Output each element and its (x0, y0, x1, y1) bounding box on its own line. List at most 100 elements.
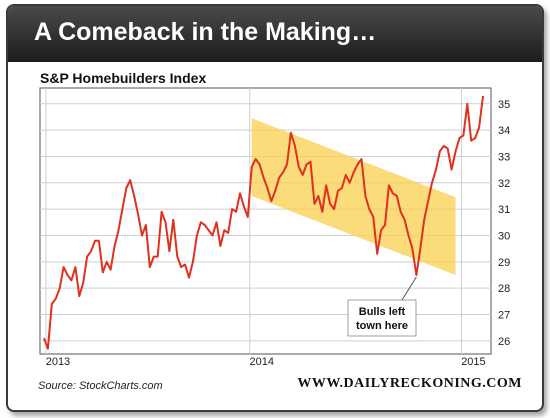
series-line (43, 95, 484, 350)
data-point (129, 179, 131, 181)
source-credit: Source: StockCharts.com (38, 380, 163, 392)
data-point (243, 206, 245, 208)
data-point (294, 145, 296, 147)
data-point (400, 211, 402, 213)
data-point (239, 192, 241, 194)
banner-title: A Comeback in the Making… (34, 18, 377, 46)
data-point (121, 208, 123, 210)
data-point (345, 174, 347, 176)
callout-label: Bulls left town here (356, 306, 408, 332)
data-point (263, 177, 265, 179)
y-tick-label: 30 (498, 230, 510, 242)
data-point (431, 182, 433, 184)
data-point (231, 208, 233, 210)
data-point (94, 240, 96, 242)
data-point (451, 169, 453, 171)
x-tick-label: 2014 (250, 356, 274, 368)
y-tick-label: 26 (498, 336, 510, 348)
data-point (423, 219, 425, 221)
data-point (212, 235, 214, 237)
data-point (165, 221, 167, 223)
data-point (196, 235, 198, 237)
data-point (392, 192, 394, 194)
data-point (235, 211, 237, 213)
data-point (98, 240, 100, 242)
data-point (110, 269, 112, 271)
data-point (349, 182, 351, 184)
data-point (333, 208, 335, 210)
data-point (462, 134, 464, 136)
data-point (259, 163, 261, 165)
data-point (168, 250, 170, 252)
x-tick-label: 2015 (461, 356, 485, 368)
chart-title: S&P Homebuilders Index (40, 70, 207, 86)
data-point (314, 203, 316, 205)
data-point (372, 216, 374, 218)
data-point (482, 95, 484, 97)
callout-line: town here (356, 320, 408, 332)
data-point (302, 174, 304, 176)
data-point (415, 274, 417, 276)
data-point (306, 163, 308, 165)
data-point (474, 137, 476, 139)
data-point (478, 127, 480, 129)
data-point (384, 224, 386, 226)
data-point (102, 271, 104, 273)
data-point (255, 158, 257, 160)
data-point (106, 261, 108, 263)
data-point (290, 132, 292, 134)
data-point (114, 245, 116, 247)
data-point (443, 145, 445, 147)
data-point (141, 235, 143, 237)
data-point (216, 221, 218, 223)
data-point (137, 213, 139, 215)
data-point (357, 163, 359, 165)
x-tick-label: 2013 (46, 356, 70, 368)
data-point (176, 256, 178, 258)
data-point (317, 195, 319, 197)
y-tick-label: 31 (498, 204, 510, 216)
data-point (396, 195, 398, 197)
data-point (411, 248, 413, 250)
data-point (247, 216, 249, 218)
banner: A Comeback in the Making… (8, 6, 542, 62)
data-point (380, 229, 382, 231)
data-point (368, 208, 370, 210)
data-point (310, 161, 312, 163)
data-point (78, 295, 80, 297)
data-point (74, 266, 76, 268)
data-point (63, 266, 65, 268)
data-point (90, 250, 92, 252)
y-tick-label: 34 (498, 125, 510, 137)
data-point (172, 219, 174, 221)
callout-box (347, 299, 417, 337)
data-point (341, 187, 343, 189)
data-point (361, 158, 363, 160)
data-point (282, 171, 284, 173)
data-point (153, 256, 155, 258)
y-tick-label: 29 (498, 257, 510, 269)
data-point (204, 224, 206, 226)
data-point (325, 184, 327, 186)
data-point (47, 348, 49, 350)
data-point (133, 195, 135, 197)
data-point (82, 282, 84, 284)
data-point (161, 211, 163, 213)
data-point (200, 221, 202, 223)
data-point (227, 232, 229, 234)
data-point (447, 148, 449, 150)
data-point (408, 235, 410, 237)
data-point (274, 190, 276, 192)
data-point (149, 266, 151, 268)
data-point (439, 150, 441, 152)
data-point (157, 256, 159, 258)
data-point (219, 245, 221, 247)
trend-channel (251, 118, 456, 275)
data-point (118, 229, 120, 231)
data-point (145, 224, 147, 226)
data-point (419, 248, 421, 250)
data-point (251, 166, 253, 168)
data-point (321, 211, 323, 213)
data-point (188, 277, 190, 279)
data-point (388, 184, 390, 186)
